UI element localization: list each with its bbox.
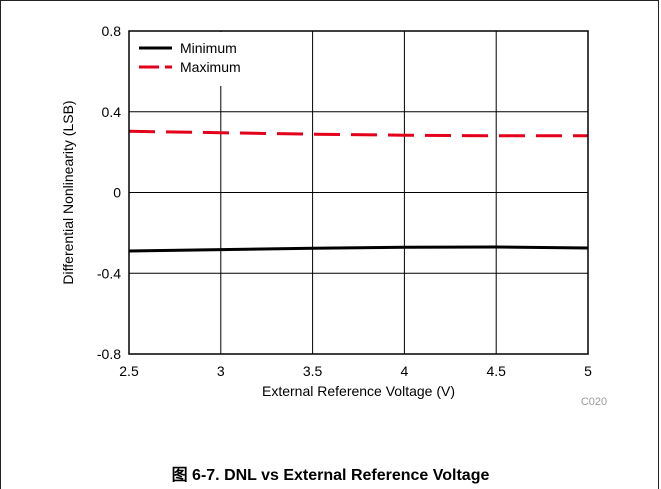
x-tick-labels: 2.5 3 3.5 4 4.5 5 bbox=[119, 363, 592, 379]
series-line-maximum bbox=[128, 129, 588, 138]
y-tick-label: 0 bbox=[113, 185, 121, 201]
y-tick-label: -0.8 bbox=[97, 346, 121, 362]
legend: Minimum Maximum bbox=[130, 32, 260, 86]
x-tick-label: 4.5 bbox=[486, 363, 506, 379]
x-tick-label: 5 bbox=[584, 363, 592, 379]
series-lines bbox=[128, 129, 589, 253]
y-tick-label: 0.8 bbox=[102, 23, 122, 39]
y-axis-label: Differential Nonlinearity (LSB) bbox=[60, 100, 76, 284]
figure-code: C020 bbox=[581, 396, 607, 408]
legend-label-maximum: Maximum bbox=[180, 59, 241, 75]
figure-caption: 图 6-7. DNL vs External Reference Voltage bbox=[171, 467, 490, 484]
series-line-minimum bbox=[128, 245, 589, 253]
y-tick-label: 0.4 bbox=[102, 104, 122, 120]
x-axis-label: External Reference Voltage (V) bbox=[262, 383, 455, 399]
plot-border bbox=[128, 30, 589, 355]
x-tick-label: 3.5 bbox=[303, 363, 323, 379]
y-tick-labels: -0.8 -0.4 0 0.4 0.8 bbox=[97, 23, 121, 362]
legend-background bbox=[130, 32, 260, 86]
dnl-chart: 2.5 3 3.5 4 4.5 5 -0.8 -0.4 0 0.4 0.8 Minimum Maxi… bbox=[60, 23, 607, 408]
x-tick-label: 2.5 bbox=[119, 363, 139, 379]
y-tick-label: -0.4 bbox=[97, 265, 121, 281]
x-tick-label: 4 bbox=[401, 363, 409, 379]
legend-label-minimum: Minimum bbox=[180, 40, 237, 56]
x-tick-label: 3 bbox=[217, 363, 225, 379]
